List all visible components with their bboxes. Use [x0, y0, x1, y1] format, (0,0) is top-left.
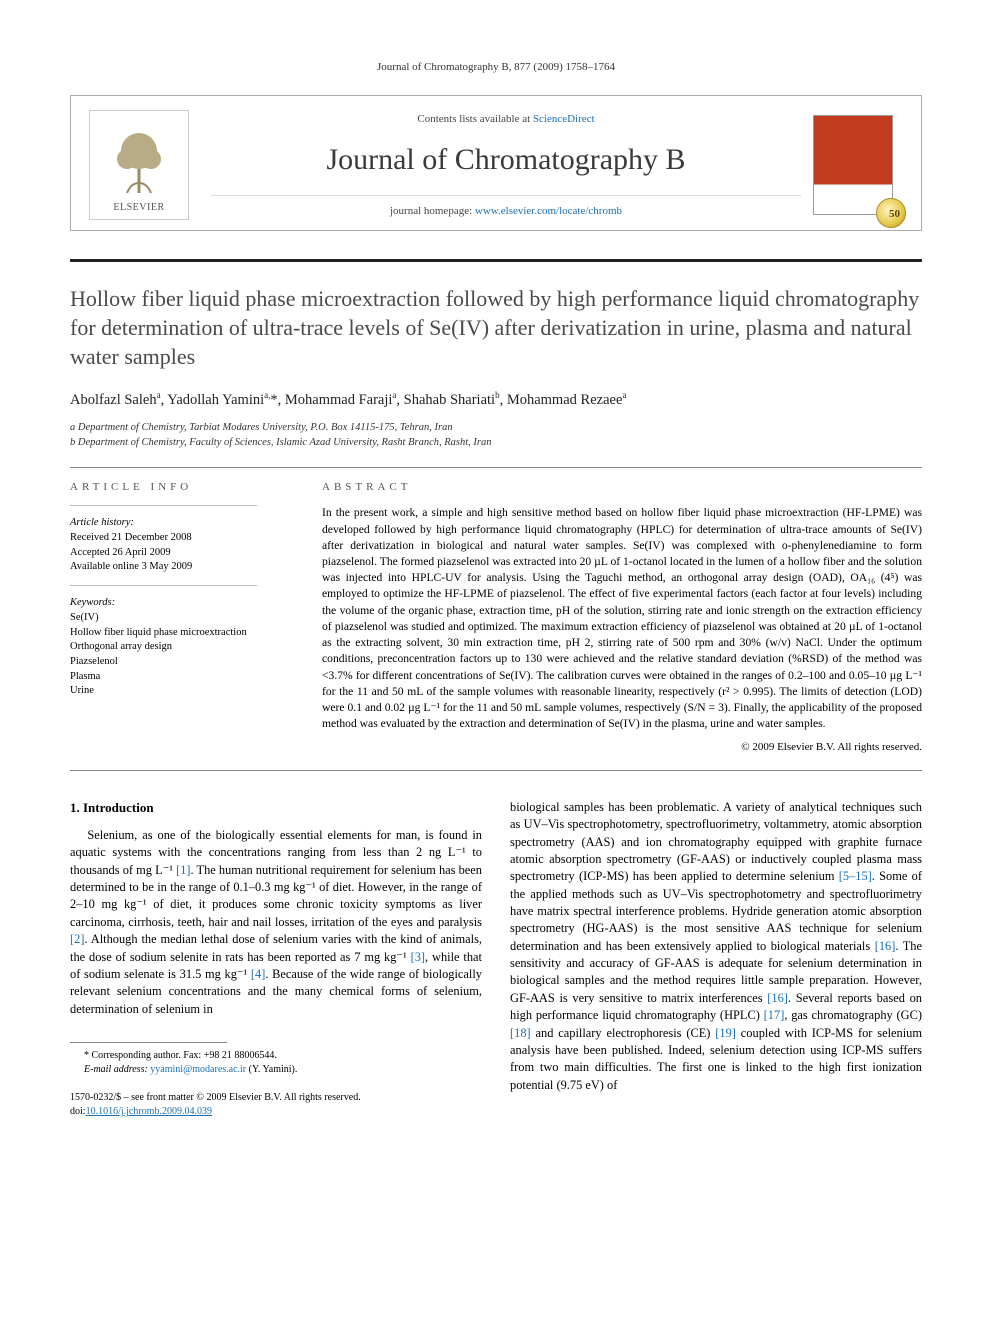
keyword: Urine — [70, 684, 290, 699]
email-label: E-mail address: — [84, 1064, 150, 1075]
article-body: 1. Introduction Selenium, as one of the … — [70, 799, 922, 1119]
footnotes: * Corresponding author. Fax: +98 21 8800… — [70, 1049, 482, 1077]
author-list: Abolfazl Saleha, Yadollah Yaminia,*, Moh… — [70, 389, 922, 410]
author: Mohammad Rezaeea — [507, 392, 627, 408]
citation-ref[interactable]: [17] — [764, 1008, 785, 1022]
abstract-text: In the present work, a simple and high s… — [322, 505, 922, 732]
running-head: Journal of Chromatography B, 877 (2009) … — [70, 60, 922, 75]
contents-prefix: Contents lists available at — [417, 113, 532, 125]
journal-homepage-line: journal homepage: www.elsevier.com/locat… — [211, 195, 801, 219]
sciencedirect-link[interactable]: ScienceDirect — [533, 113, 595, 125]
author: Mohammad Farajia — [285, 392, 397, 408]
article-info-heading: ARTICLE INFO — [70, 480, 290, 495]
citation-ref[interactable]: [16] — [767, 991, 788, 1005]
history-label: Article history: — [70, 516, 290, 531]
title-rule — [70, 467, 922, 468]
doi-link[interactable]: 10.1016/j.jchromb.2009.04.039 — [86, 1106, 212, 1117]
citation-ref[interactable]: [5–15] — [839, 869, 872, 883]
journal-name: Journal of Chromatography B — [211, 139, 801, 181]
corresponding-email-line: E-mail address: yyamini@modares.ac.ir (Y… — [70, 1063, 482, 1077]
keyword: Plasma — [70, 670, 290, 685]
keyword: Hollow fiber liquid phase microextractio… — [70, 626, 290, 641]
section-heading-intro: 1. Introduction — [70, 799, 482, 817]
publisher-logo: ELSEVIER — [89, 110, 189, 220]
keyword: Se(IV) — [70, 611, 290, 626]
abstract-copyright: © 2009 Elsevier B.V. All rights reserved… — [322, 740, 922, 755]
citation-ref[interactable]: [2] — [70, 932, 84, 946]
corresponding-author-note: * Corresponding author. Fax: +98 21 8800… — [70, 1049, 482, 1063]
abstract-block: ABSTRACT In the present work, a simple a… — [322, 480, 922, 756]
anniversary-badge: 50 — [889, 207, 900, 222]
journal-masthead: ELSEVIER Contents lists available at Sci… — [70, 95, 922, 231]
history-received: Received 21 December 2008 — [70, 531, 290, 546]
keywords-label: Keywords: — [70, 596, 290, 611]
journal-homepage-link[interactable]: www.elsevier.com/locate/chromb — [475, 205, 622, 217]
email-paren: (Y. Yamini). — [246, 1064, 297, 1075]
abstract-rule — [70, 770, 922, 771]
citation-ref[interactable]: [4] — [251, 967, 265, 981]
footnote-rule — [70, 1042, 227, 1043]
publisher-name: ELSEVIER — [113, 201, 164, 215]
citation-ref[interactable]: [16] — [875, 939, 896, 953]
affiliation-b: b Department of Chemistry, Faculty of Sc… — [70, 436, 922, 451]
homepage-prefix: journal homepage: — [390, 205, 475, 217]
intro-para-1: Selenium, as one of the biologically ess… — [70, 827, 482, 1018]
elsevier-tree-icon — [109, 127, 169, 197]
article-title: Hollow fiber liquid phase microextractio… — [70, 284, 922, 371]
intro-para-2: biological samples has been problematic.… — [510, 799, 922, 1094]
abstract-heading: ABSTRACT — [322, 480, 922, 495]
corresponding-email-link[interactable]: yyamini@modares.ac.ir — [150, 1064, 246, 1075]
history-accepted: Accepted 26 April 2009 — [70, 546, 290, 561]
author: Shahab Shariatib — [404, 392, 500, 408]
citation-ref[interactable]: [18] — [510, 1026, 531, 1040]
contents-available-line: Contents lists available at ScienceDirec… — [211, 112, 801, 127]
article-info-block: ARTICLE INFO Article history: Received 2… — [70, 480, 290, 756]
affiliation-a: a Department of Chemistry, Tarbiat Modar… — [70, 421, 922, 436]
issn-front-matter: 1570-0232/$ – see front matter © 2009 El… — [70, 1091, 482, 1105]
keyword: Piazselenol — [70, 655, 290, 670]
masthead-rule — [70, 259, 922, 262]
doi-line: doi:10.1016/j.jchromb.2009.04.039 — [70, 1105, 482, 1119]
author: Yadollah Yaminia,* — [167, 392, 277, 408]
citation-ref[interactable]: [19] — [715, 1026, 736, 1040]
author: Abolfazl Saleha — [70, 392, 161, 408]
citation-ref[interactable]: [1] — [176, 863, 190, 877]
doi-prefix: doi: — [70, 1106, 86, 1117]
history-online: Available online 3 May 2009 — [70, 560, 290, 575]
citation-ref[interactable]: [3] — [411, 950, 425, 964]
keyword: Orthogonal array design — [70, 640, 290, 655]
journal-cover-thumbnail: 50 — [813, 115, 893, 215]
affiliations: a Department of Chemistry, Tarbiat Modar… — [70, 421, 922, 451]
